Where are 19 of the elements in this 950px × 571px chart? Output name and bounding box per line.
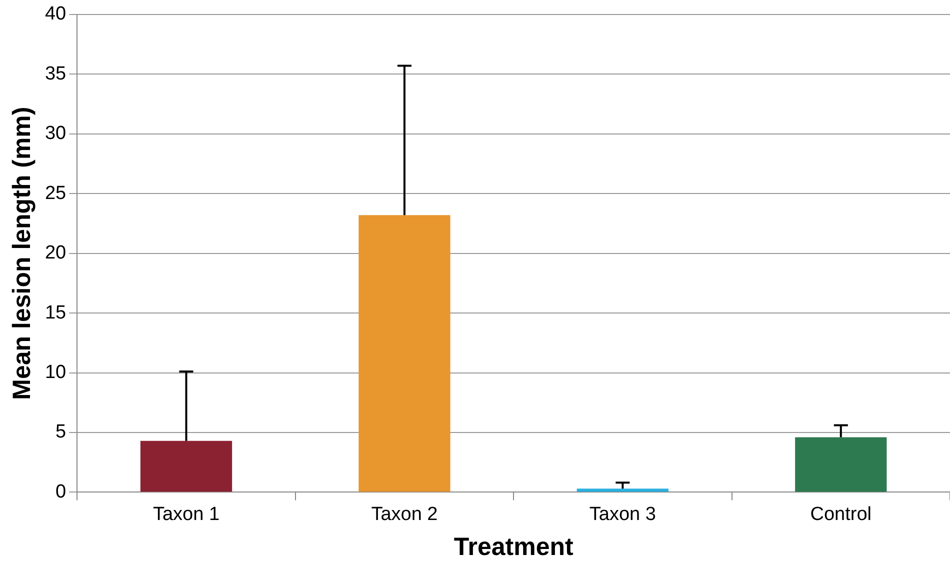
y-tick-label: 5 xyxy=(56,422,66,443)
y-tick-label: 10 xyxy=(44,362,66,383)
y-tick-label: 20 xyxy=(44,242,66,264)
x-tick-label: Taxon 1 xyxy=(152,504,220,525)
y-tick-label: 15 xyxy=(44,302,66,324)
x-tick-label: Control xyxy=(810,504,872,525)
x-tick-label: Taxon 2 xyxy=(371,504,438,525)
bar xyxy=(358,215,450,492)
y-axis-title: Mean lesion length (mm) xyxy=(8,106,36,400)
x-axis-title: Treatment xyxy=(454,532,574,561)
y-tick-label: 0 xyxy=(56,481,66,502)
y-tick-label: 30 xyxy=(44,123,66,144)
y-tick-label: 40 xyxy=(44,4,66,25)
y-tick-label: 35 xyxy=(44,63,66,84)
bar xyxy=(795,437,887,492)
y-tick-label: 25 xyxy=(44,182,66,204)
bar xyxy=(140,440,232,492)
bar xyxy=(576,488,668,492)
x-tick-label: Taxon 3 xyxy=(589,504,656,525)
